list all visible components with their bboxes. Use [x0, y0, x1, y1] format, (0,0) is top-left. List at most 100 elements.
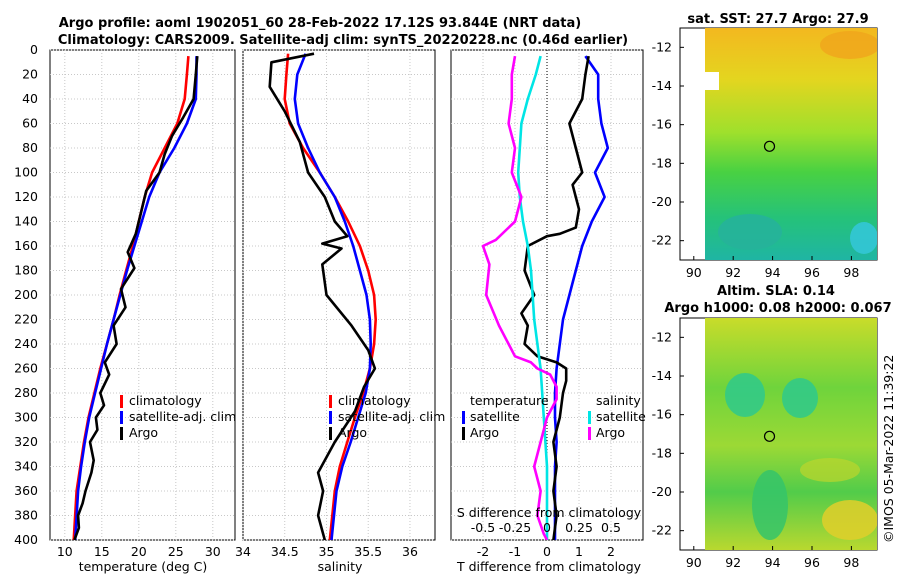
y-tick-label: 120: [14, 189, 38, 204]
salinity-plot: 34 34.5 35 35.5 36 salinity: [235, 49, 436, 574]
sst-landmask-gap: [705, 72, 719, 90]
y-tick-label: 40: [22, 91, 38, 106]
salinity-legend: climatology satellite-adj. clim Argo: [329, 393, 445, 440]
copyright-stamp: ©IMOS 05-Mar-2022 11:39:22: [881, 355, 896, 543]
temperature-x-axis-label: temperature (deg C): [79, 559, 208, 574]
legend-label-t-satellite: satellite: [470, 409, 520, 424]
map-lat-label: -20: [652, 484, 672, 499]
x2-tick-label: -0.25: [499, 520, 531, 535]
legend-label-satellite: satellite-adj. clim: [129, 409, 236, 424]
legend-swatch-argo: [329, 427, 332, 440]
series-line-argo: [268, 52, 377, 540]
y-tick-label: 340: [14, 459, 38, 474]
map-lon-label: 90: [686, 265, 702, 280]
x2-tick-label: -0.5: [471, 520, 495, 535]
map-lat-label: -22: [652, 523, 672, 538]
sla-eddy: [800, 458, 860, 482]
legend-swatch-climatology: [329, 395, 332, 408]
x-tick-label: 2: [607, 544, 615, 559]
difference-x2-axis-label: S difference from climatology: [457, 505, 642, 520]
difference-legend: temperature satellite Argo salinity sate…: [462, 393, 646, 440]
y-tick-label: 240: [14, 336, 38, 351]
x-tick-label: 35.5: [354, 544, 382, 559]
legend-label-s-satellite: satellite: [596, 409, 646, 424]
figure-title-line1: Argo profile: aoml 1902051_60 28-Feb-202…: [59, 16, 581, 31]
legend-label-climatology: climatology: [338, 393, 411, 408]
sla-eddy: [752, 470, 788, 540]
x2-tick-label: 0: [543, 520, 551, 535]
map-lat-label: -16: [652, 117, 672, 132]
y-tick-label: 320: [14, 434, 38, 449]
y-tick-label: 80: [22, 140, 38, 155]
legend-label-climatology: climatology: [129, 393, 202, 408]
legend-label-argo: Argo: [129, 425, 158, 440]
sst-cool-patch: [850, 222, 877, 254]
argo-float-marker: [763, 430, 776, 442]
map-lon-label: 92: [725, 265, 741, 280]
x-tick-label: -1: [509, 544, 521, 559]
legend-swatch-t-satellite: [462, 411, 465, 424]
y-tick-label: 400: [14, 532, 38, 547]
sla-map-title-line1: Altim. SLA: 0.14: [717, 284, 835, 299]
y-tick-label: 380: [14, 508, 38, 523]
y-tick-label: 300: [14, 410, 38, 425]
y-tick-label: 140: [14, 214, 38, 229]
map-lat-label: -20: [652, 194, 672, 209]
difference-plot: -2 -1 0 1 2 -0.5 -0.25 0 0.25 0.5 T difference fr…: [450, 49, 644, 574]
sst-map: sat. SST: 27.7 Argo: 27.9 -12 -14 -16 -18 -2…: [652, 12, 878, 280]
x-tick-label: 10: [57, 544, 73, 559]
map-lon-label: 98: [843, 265, 859, 280]
y-tick-label: 220: [14, 312, 38, 327]
x2-tick-label: 0.25: [565, 520, 593, 535]
x2-tick-label: 0.5: [601, 520, 621, 535]
legend-label-s-argo: Argo: [596, 425, 625, 440]
map-lon-label: 94: [765, 555, 781, 570]
y-tick-label: 60: [22, 116, 38, 131]
difference-x-axis-label: T difference from climatology: [456, 559, 642, 574]
x-tick-label: 34: [235, 544, 251, 559]
series-line-satellite-adj-clim: [293, 53, 373, 540]
series-line-climatology: [72, 55, 190, 540]
salinity-x-axis-label: salinity: [318, 559, 363, 574]
map-lat-label: -14: [652, 368, 672, 383]
map-lon-label: 92: [725, 555, 741, 570]
y-tick-label: 180: [14, 263, 38, 278]
series-line-argo: [73, 55, 199, 540]
map-lon-label: 98: [843, 555, 859, 570]
y-tick-label: 100: [14, 165, 38, 180]
series-line-t-satellite: [553, 55, 610, 540]
x-tick-label: 34.5: [271, 544, 299, 559]
sst-cool-patch: [718, 214, 782, 250]
y-tick-label: 280: [14, 385, 38, 400]
figure-title-line2: Climatology: CARS2009. Satellite-adj cli…: [58, 33, 628, 48]
sst-warm-patch: [820, 31, 877, 59]
legend-swatch-argo: [120, 427, 123, 440]
map-lat-label: -16: [652, 407, 672, 422]
x-tick-label: 0: [543, 544, 551, 559]
y-tick-label: 200: [14, 287, 38, 302]
legend-label-argo: Argo: [338, 425, 367, 440]
legend-header-temperature: temperature: [470, 393, 549, 408]
sla-eddy: [822, 500, 877, 540]
y-tick-label: 160: [14, 238, 38, 253]
sla-eddy: [725, 373, 765, 417]
y-tick-label: 0: [30, 42, 38, 57]
sla-map: Altim. SLA: 0.14 Argo h1000: 0.08 h2000:…: [652, 284, 892, 570]
map-lon-label: 96: [804, 265, 820, 280]
map-lat-label: -22: [652, 233, 672, 248]
map-lat-label: -18: [652, 445, 672, 460]
x-tick-label: 15: [94, 544, 110, 559]
x-tick-label: -2: [477, 544, 489, 559]
temperature-plot: 0 20 40 60 80 100 120 140 160 180 200 220 240 260 280 3…: [14, 42, 236, 574]
sla-eddy: [782, 378, 818, 418]
legend-label-t-argo: Argo: [470, 425, 499, 440]
legend-swatch-climatology: [120, 395, 123, 408]
legend-label-satellite: satellite-adj. clim: [338, 409, 445, 424]
map-lon-label: 90: [686, 555, 702, 570]
map-lon-label: 94: [765, 265, 781, 280]
x-tick-label: 35: [319, 544, 335, 559]
map-lat-label: -12: [652, 39, 672, 54]
map-lat-label: -18: [652, 155, 672, 170]
y-tick-label: 20: [22, 67, 38, 82]
